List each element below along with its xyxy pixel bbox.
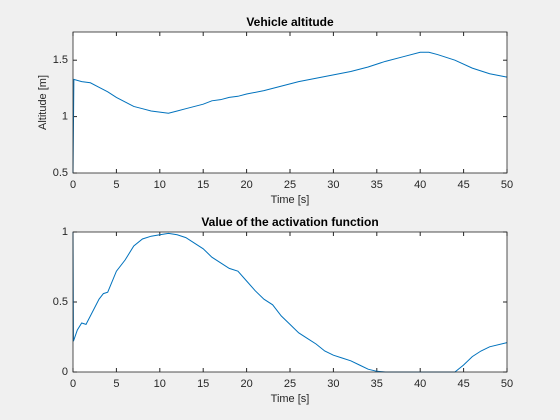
line-series [72, 231, 508, 373]
axes-box [72, 31, 508, 174]
y-tick-label: 1 [62, 111, 68, 123]
x-tick-label: 50 [501, 179, 513, 191]
x-tick-label: 35 [371, 378, 383, 390]
y-tick-label: 1 [62, 226, 68, 238]
x-tick-label: 0 [70, 378, 76, 390]
x-tick-label: 25 [284, 179, 296, 191]
x-tick-label: 10 [154, 179, 166, 191]
x-tick-label: 0 [70, 179, 76, 191]
plot-area [73, 232, 507, 372]
x-tick-label: 5 [113, 378, 119, 390]
chart-title: Vehicle altitude [246, 15, 334, 29]
axes-box [72, 231, 508, 373]
x-tick-label: 20 [240, 378, 252, 390]
x-tick-label: 35 [371, 179, 383, 191]
x-tick-label: 30 [327, 378, 339, 390]
line-series [72, 51, 508, 174]
x-tick-label: 50 [501, 378, 513, 390]
x-tick-label: 5 [113, 179, 119, 191]
x-tick-label: 20 [240, 179, 252, 191]
y-axis-label: Altitude [m] [37, 75, 49, 130]
x-axis-label: Time [s] [271, 194, 310, 206]
x-tick-label: 15 [197, 378, 209, 390]
x-tick-label: 25 [284, 378, 296, 390]
x-tick-label: 40 [414, 378, 426, 390]
plot-area [73, 32, 507, 173]
x-axis-label: Time [s] [271, 393, 310, 405]
y-tick-label: 1.5 [53, 54, 68, 66]
y-tick-label: 0 [62, 366, 68, 378]
x-tick-label: 40 [414, 179, 426, 191]
x-tick-label: 45 [457, 179, 469, 191]
x-tick-label: 45 [457, 378, 469, 390]
x-tick-label: 30 [327, 179, 339, 191]
y-tick-label: 0.5 [53, 167, 68, 179]
y-tick-label: 0.5 [53, 296, 68, 308]
chart-title: Value of the activation function [201, 215, 378, 229]
x-tick-label: 10 [154, 378, 166, 390]
x-tick-label: 15 [197, 179, 209, 191]
